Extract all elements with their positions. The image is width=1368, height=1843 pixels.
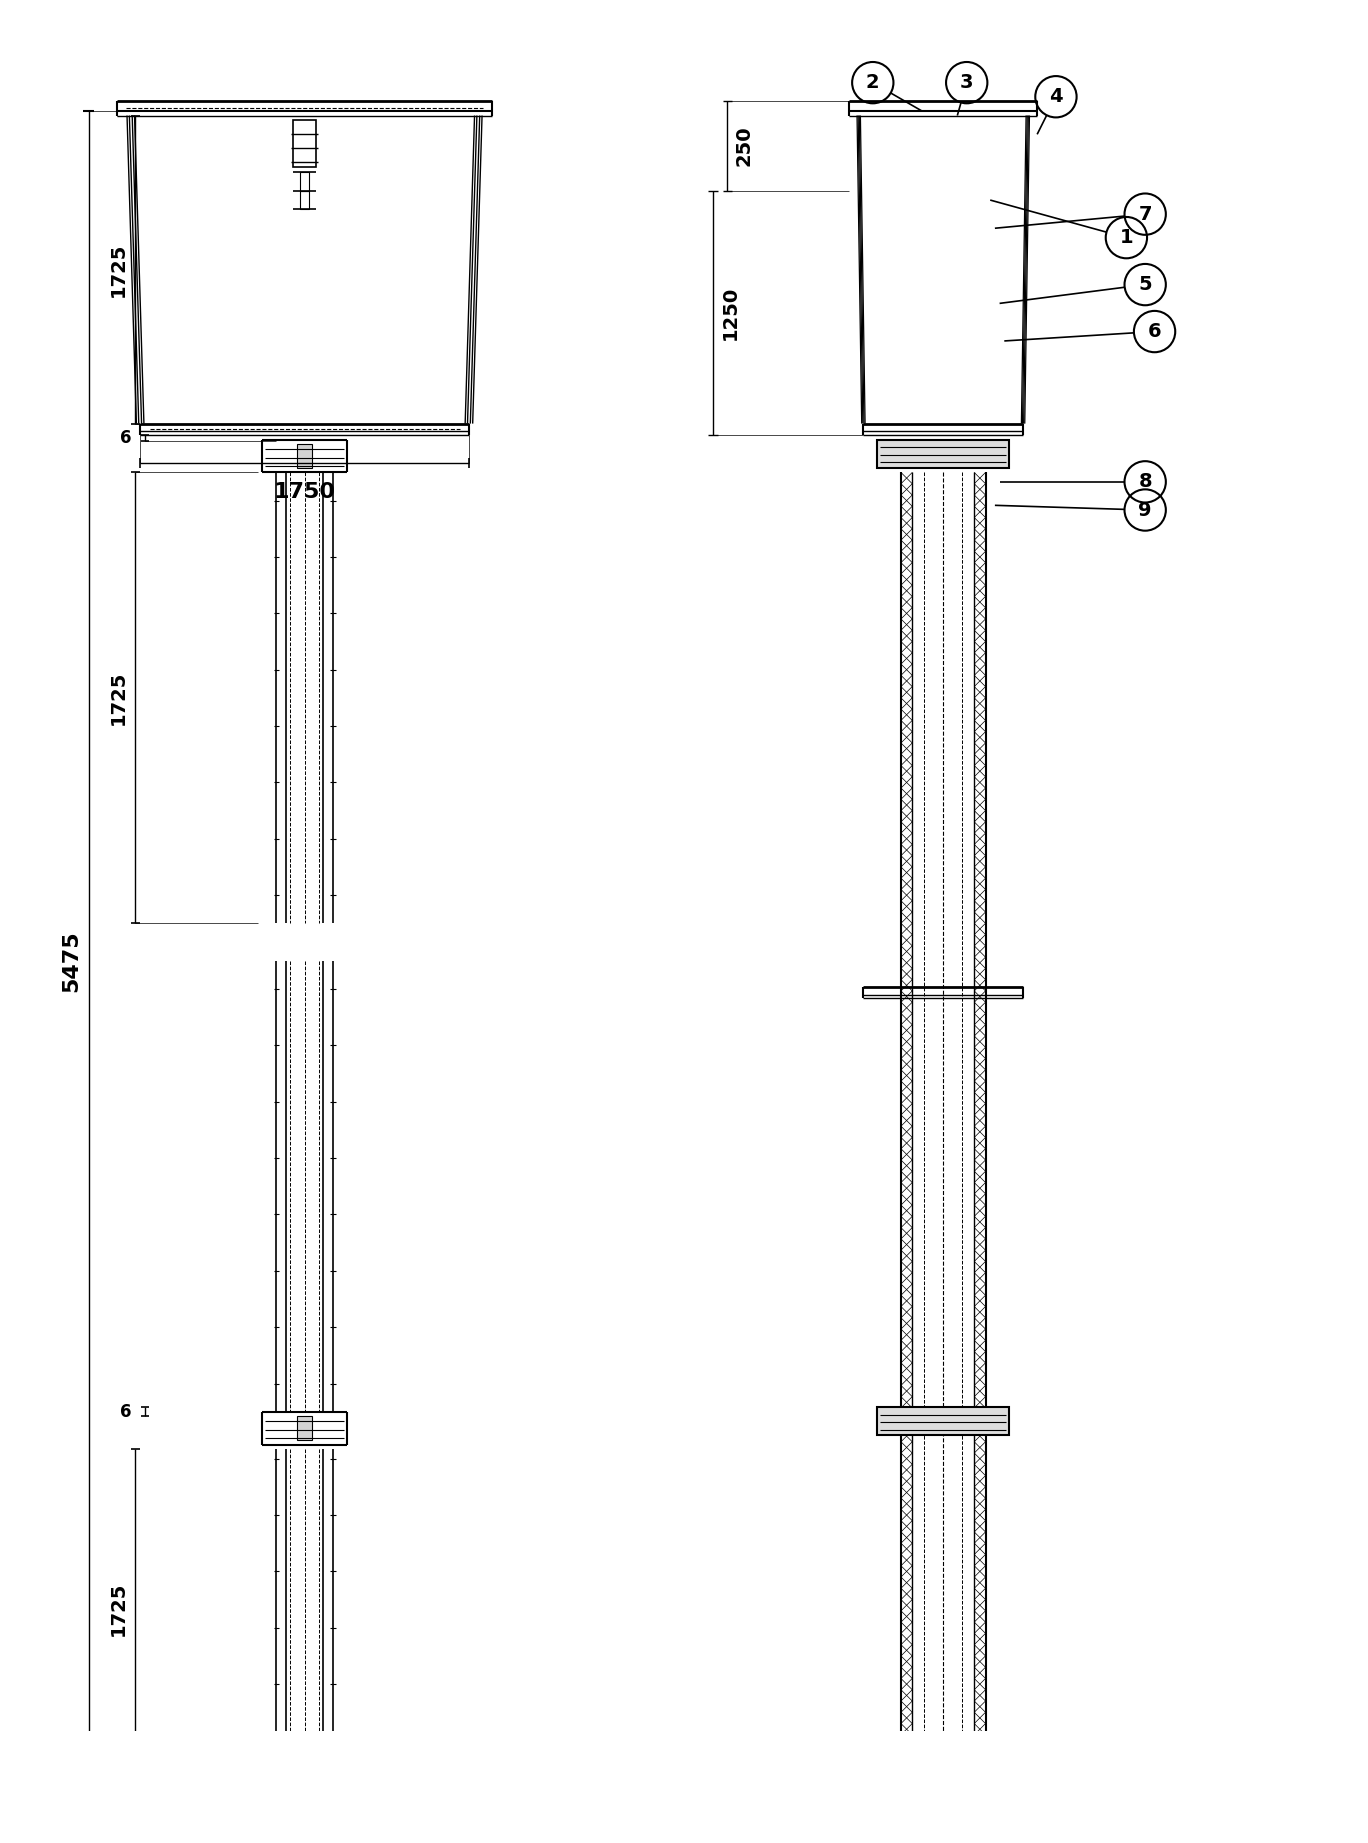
- Text: 5475: 5475: [62, 931, 82, 992]
- Bar: [248, 1797, 361, 1806]
- Text: 9: 9: [1138, 501, 1152, 520]
- Text: 2: 2: [866, 74, 880, 92]
- Text: 8: 8: [1138, 472, 1152, 492]
- Text: 1725: 1725: [109, 1581, 129, 1637]
- Text: 6: 6: [120, 1403, 131, 1421]
- Text: 250: 250: [735, 125, 754, 166]
- Text: 1: 1: [1119, 229, 1133, 247]
- Text: 4: 4: [1049, 87, 1063, 107]
- Bar: [300, 171, 309, 190]
- Text: 3: 3: [960, 74, 974, 92]
- Text: 1725: 1725: [109, 671, 129, 724]
- Bar: [297, 1417, 312, 1439]
- Bar: [300, 190, 309, 210]
- Bar: [239, 1769, 371, 1797]
- Text: 5: 5: [1138, 275, 1152, 295]
- Bar: [297, 444, 312, 468]
- Text: 6: 6: [120, 429, 131, 446]
- Bar: [293, 120, 316, 168]
- Text: 7: 7: [1138, 205, 1152, 223]
- Bar: [877, 440, 1010, 468]
- Text: 1725: 1725: [109, 243, 129, 297]
- Bar: [877, 1406, 1010, 1436]
- Text: 1750: 1750: [274, 481, 335, 501]
- Text: 6: 6: [1148, 323, 1161, 341]
- Text: 1250: 1250: [721, 286, 740, 339]
- Bar: [882, 1769, 1004, 1797]
